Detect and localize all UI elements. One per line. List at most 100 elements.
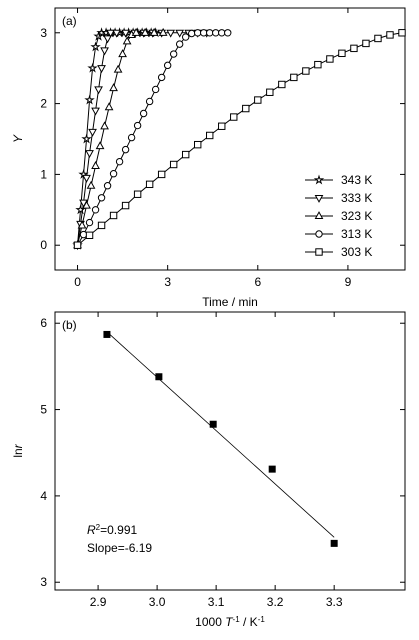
x-tick-label: 3.0 (149, 595, 166, 609)
data-point (79, 230, 88, 239)
data-point (302, 67, 310, 75)
data-point (81, 133, 92, 144)
label-part: Slope=-6.19 (87, 541, 152, 555)
data-point (181, 33, 190, 41)
legend-marker (314, 211, 324, 220)
data-point (166, 29, 176, 38)
data-point (194, 140, 202, 149)
data-point (169, 160, 178, 169)
legend-marker (315, 230, 323, 238)
data-point (97, 194, 106, 202)
x-tick-label: 2.9 (90, 595, 107, 609)
x-tick-label: 0 (74, 275, 81, 289)
y-tick-label: 1 (40, 167, 47, 181)
label-part: -1 (258, 615, 266, 624)
y-tick-label: 2 (40, 97, 47, 111)
data-point (149, 27, 159, 36)
label-part: / K (240, 615, 258, 629)
legend-label: 333 K (341, 191, 372, 205)
data-point (86, 180, 96, 189)
data-point (97, 65, 106, 74)
data-point (158, 27, 168, 36)
legend-label: 303 K (341, 245, 372, 259)
data-point (266, 88, 274, 96)
data-point (118, 49, 127, 58)
data-point (157, 170, 166, 179)
data-point (374, 34, 382, 43)
x-tick-label: 3.1 (208, 595, 225, 609)
data-point (91, 107, 100, 116)
data-point (85, 150, 94, 159)
data-point (121, 145, 130, 154)
data-point (218, 29, 226, 37)
data-point (82, 200, 91, 209)
data-point (145, 97, 154, 106)
data-point (131, 27, 141, 36)
data-point (278, 80, 286, 89)
data-point (112, 29, 121, 38)
legend-label: 343 K (341, 173, 372, 187)
data-point (242, 104, 250, 113)
data-point (100, 47, 109, 56)
y-tick-label: 3 (40, 26, 47, 40)
annotation: R2=0.991 (87, 523, 137, 538)
label-part: Time / min (202, 295, 258, 309)
data-point (94, 86, 103, 95)
data-point (268, 465, 276, 473)
data-point (224, 29, 232, 37)
series-line (77, 32, 403, 246)
legend-label: 313 K (341, 227, 372, 241)
data-point (175, 40, 184, 48)
data-point (127, 133, 136, 142)
data-point (187, 29, 196, 38)
panel-label: (a) (62, 14, 77, 28)
data-point (169, 50, 178, 58)
data-point (75, 204, 86, 215)
data-point (209, 420, 217, 428)
x-tick-label: 3 (164, 275, 171, 289)
legend-marker (313, 174, 325, 185)
data-point (97, 221, 106, 230)
label-part: 1000 (195, 615, 225, 629)
data-point (386, 31, 394, 39)
legend-label: 323 K (341, 209, 372, 223)
data-point (218, 122, 226, 130)
data-point (362, 39, 370, 48)
data-point (230, 113, 238, 121)
annotation: Slope=-6.19 (87, 541, 152, 555)
data-point (398, 29, 406, 37)
series-line (77, 32, 164, 246)
x-tick-label: 6 (254, 275, 261, 289)
data-point (133, 190, 142, 198)
label-part: =0.991 (100, 523, 137, 537)
data-point (100, 121, 109, 130)
label-part: T (225, 615, 234, 629)
legend-marker (315, 248, 323, 256)
y-tick-label: 6 (40, 316, 47, 330)
label-part: ln (11, 448, 25, 457)
data-point (113, 64, 123, 73)
data-point (90, 41, 101, 52)
y-tick-label: 3 (40, 575, 47, 589)
plot-frame (54, 311, 406, 591)
data-point (212, 29, 220, 37)
data-point (194, 29, 202, 37)
data-point (91, 161, 100, 169)
x-tick-label: 9 (345, 275, 352, 289)
x-axis-label: Time / min (202, 295, 258, 309)
data-point (206, 29, 214, 37)
data-point (151, 85, 160, 94)
data-point (206, 131, 214, 140)
x-tick-label: 3.2 (267, 595, 284, 609)
data-point (145, 180, 154, 189)
panel-label: (b) (62, 318, 77, 332)
data-point (133, 121, 142, 130)
data-point (104, 102, 114, 111)
data-point (77, 220, 87, 229)
data-point (121, 201, 130, 210)
data-point (140, 27, 150, 36)
data-point (157, 73, 166, 82)
y-axis-label: Y (11, 134, 25, 143)
data-point (326, 55, 334, 63)
